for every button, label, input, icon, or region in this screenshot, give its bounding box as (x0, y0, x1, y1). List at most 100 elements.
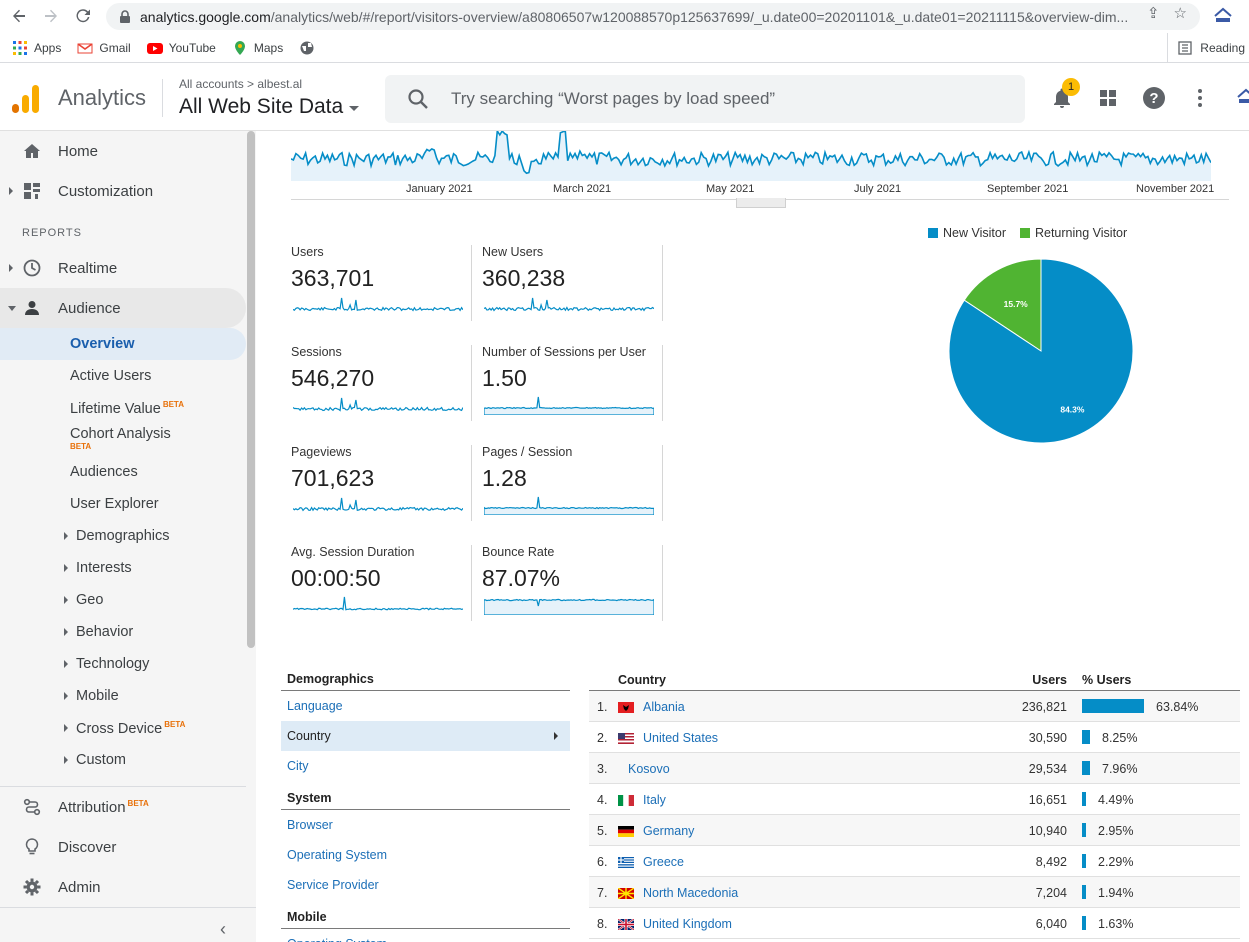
table-row[interactable]: 4. Italy 16,651 4.49% (589, 784, 1240, 815)
table-row[interactable]: 2. United States 30,590 8.25% (589, 722, 1240, 753)
table-row[interactable]: 1. Albania 236,821 63.84% (589, 691, 1240, 722)
notifications-button[interactable]: 1 (1050, 78, 1080, 110)
metric-divider (471, 445, 472, 521)
country-link[interactable]: Greece (643, 855, 684, 869)
pie-slice-new-visitor[interactable] (948, 258, 1134, 444)
dim-link-browser[interactable]: Browser (287, 818, 333, 832)
account-breadcrumb[interactable]: All accounts > albest.al (179, 77, 303, 91)
nav-realtime[interactable]: Realtime (0, 248, 246, 288)
table-header: Country Users % Users (589, 668, 1240, 691)
nav-cross-device[interactable]: Cross Device BETA (0, 712, 246, 744)
more-options-button[interactable] (1188, 86, 1212, 110)
metric-sessions[interactable]: Sessions 546,270 (291, 345, 472, 421)
account-avatar[interactable] (1234, 86, 1249, 110)
address-bar[interactable]: analytics.google.com/analytics/web/#/rep… (106, 3, 1200, 30)
sparkline (484, 396, 654, 415)
nav-technology[interactable]: Technology (0, 648, 246, 680)
table-row[interactable]: 5. Germany 10,940 2.95% (589, 815, 1240, 846)
apps-button[interactable] (1096, 86, 1120, 110)
metric-divider (662, 345, 663, 421)
bookmark-apps[interactable]: Apps (12, 40, 61, 56)
dim-link-city[interactable]: City (287, 759, 309, 773)
country-link[interactable]: North Macedonia (643, 886, 739, 900)
metric-pageviews[interactable]: Pageviews 701,623 (291, 445, 472, 521)
uk-flag-icon (617, 918, 635, 931)
nav-audience-overview[interactable]: Overview (0, 328, 246, 360)
nav-discover[interactable]: Discover (0, 827, 246, 867)
nav-admin[interactable]: Admin (0, 867, 246, 907)
collapse-sidebar-icon[interactable]: ‹ (220, 919, 226, 939)
metric-pages-per-session[interactable]: Pages / Session 1.28 (482, 445, 663, 521)
dim-link-operating-system[interactable]: Operating System (287, 848, 388, 862)
site-profile-icon[interactable] (1212, 6, 1234, 26)
metric-sessions-per-user[interactable]: Number of Sessions per User 1.50 (482, 345, 663, 421)
dim-link-language[interactable]: Language (287, 699, 343, 713)
users-value: 6,040 (1035, 917, 1067, 931)
country-link[interactable]: United States (643, 731, 719, 745)
dim-link-service-provider[interactable]: Service Provider (287, 878, 379, 892)
bookmark-youtube[interactable]: YouTube (146, 40, 216, 56)
table-row[interactable]: 7. North Macedonia 7,204 1.94% (589, 877, 1240, 908)
table-row[interactable]: 8. United Kingdom 6,040 1.63% (589, 908, 1240, 939)
table-row[interactable]: 6. Greece 8,492 2.29% (589, 846, 1240, 877)
nav-attribution[interactable]: Attribution BETA (0, 787, 246, 827)
view-selector[interactable]: All Web Site Data (179, 95, 360, 119)
star-icon[interactable]: ☆ (1173, 5, 1187, 22)
pie-slice-returning-visitor[interactable] (963, 258, 1042, 352)
bookmark-gmail[interactable]: Gmail (77, 40, 131, 56)
pct-value: 1.94% (1098, 886, 1134, 900)
row-rank: 2. (597, 731, 608, 745)
nav-user-explorer[interactable]: User Explorer (70, 496, 159, 512)
back-icon[interactable] (4, 1, 34, 31)
sparkline (293, 397, 463, 412)
metric-users[interactable]: Users 363,701 (291, 245, 472, 321)
bookmark-maps[interactable]: Maps (232, 40, 283, 56)
nav-audience[interactable]: Audience (0, 288, 246, 328)
country-link[interactable]: United Kingdom (643, 917, 732, 931)
sidebar-scrollbar[interactable] (247, 131, 255, 648)
nav-cohort-analysis[interactable]: Cohort Analysis BETA (70, 426, 171, 451)
nav-custom[interactable]: Custom (0, 744, 246, 776)
nav-home[interactable]: Home (0, 131, 246, 171)
analytics-logo-icon[interactable] (12, 84, 40, 114)
beta-badge: BETA (127, 798, 149, 808)
country-link[interactable]: Kosovo (628, 762, 670, 776)
share-icon[interactable]: ⇪ (1146, 5, 1160, 22)
country-link[interactable]: Albania (643, 700, 685, 714)
forward-icon[interactable] (36, 1, 66, 31)
pct-value: 8.25% (1102, 731, 1138, 745)
metric-avg-session-duration[interactable]: Avg. Session Duration 00:00:50 (291, 545, 472, 621)
youtube-icon (146, 42, 163, 54)
expand-arrow-icon (64, 756, 68, 764)
nav-demographics[interactable]: Demographics (0, 520, 246, 552)
search-box[interactable]: Try searching “Worst pages by load speed… (385, 75, 1025, 123)
nav-geo[interactable]: Geo (0, 584, 246, 616)
chart-resize-handle[interactable] (736, 198, 786, 208)
expand-arrow-icon (64, 596, 68, 604)
dim-link-mobile-os[interactable]: Operating System (281, 929, 570, 942)
nav-behavior[interactable]: Behavior (0, 616, 246, 648)
nav-active-users[interactable]: Active Users (70, 368, 152, 384)
chevron-right-icon (554, 732, 558, 740)
help-button[interactable]: ? (1142, 86, 1166, 110)
nav-mobile[interactable]: Mobile (0, 680, 246, 712)
reading-list-button[interactable]: Reading (1167, 33, 1245, 63)
nav-audiences[interactable]: Audiences (70, 464, 138, 480)
nav-lifetime-value[interactable]: Lifetime Value BETA (70, 399, 184, 417)
us-flag-icon (618, 733, 634, 744)
table-row[interactable]: 3. Kosovo 29,534 7.96% (589, 753, 1240, 784)
month-label: March 2021 (553, 183, 612, 195)
bookmark-globe[interactable] (299, 40, 315, 56)
legend-item-returning-visitor[interactable]: Returning Visitor (1019, 226, 1127, 240)
nav-interests[interactable]: Interests (0, 552, 246, 584)
nav-customization[interactable]: Customization (0, 171, 246, 211)
metric-new-users[interactable]: New Users 360,238 (482, 245, 663, 321)
legend-item-new-visitor[interactable]: New Visitor (928, 226, 1006, 240)
dim-link-country[interactable]: Country (281, 721, 570, 751)
url-host: analytics.google.com (140, 8, 271, 25)
reload-icon[interactable] (68, 1, 98, 31)
country-link[interactable]: Italy (643, 793, 666, 807)
metric-bounce-rate[interactable]: Bounce Rate 87.07% (482, 545, 663, 621)
country-link[interactable]: Germany (643, 824, 695, 838)
analytics-header: Analytics All accounts > albest.al All W… (0, 64, 1249, 131)
